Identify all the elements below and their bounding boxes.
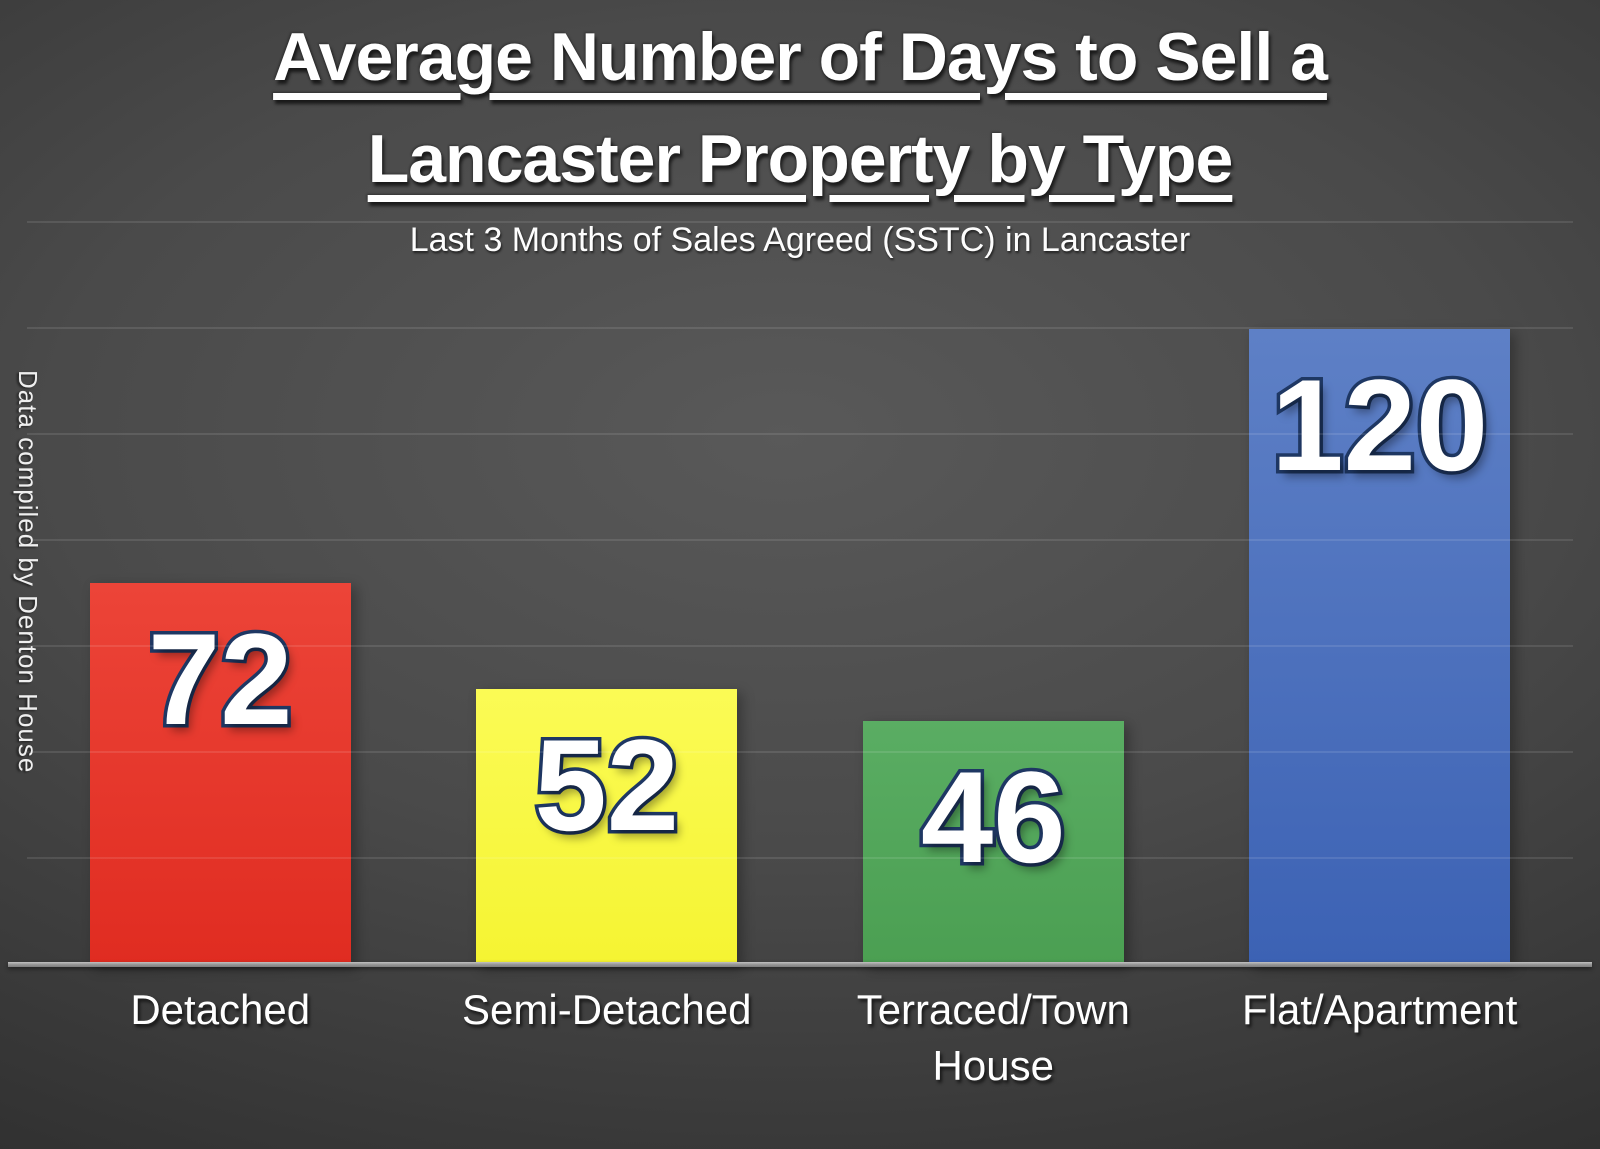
gridline-60	[27, 645, 1573, 647]
gridline-140	[27, 221, 1573, 223]
category-column-detached: Detached	[27, 982, 414, 1094]
bar-column-terraced-town-house: 46	[800, 223, 1187, 965]
chart-title-line1: Average Number of Days to Sell a	[273, 19, 1328, 95]
plot-area: 72 52 46 120	[27, 221, 1573, 965]
gridline-80	[27, 539, 1573, 541]
bar-value-label-detached: 72	[144, 606, 296, 754]
bar-value-label-terraced-town-house: 46	[917, 743, 1069, 891]
bar-flat-apartment: 120	[1249, 329, 1511, 965]
bar-semi-detached: 52	[476, 689, 738, 965]
bar-column-semi-detached: 52	[414, 223, 801, 965]
bar-value-label-semi-detached: 52	[531, 712, 683, 860]
gridline-120	[27, 327, 1573, 329]
bars-row: 72 52 46 120	[27, 223, 1573, 965]
bar-value-label-flat-apartment: 120	[1268, 351, 1492, 499]
category-column-terraced-town-house: Terraced/Town House	[800, 982, 1187, 1094]
category-label-terraced-town-house: Terraced/Town House	[856, 986, 1130, 1089]
title-block: Average Number of Days to Sell a Lancast…	[0, 6, 1600, 210]
x-axis-line	[8, 962, 1592, 967]
chart-title-line2: Lancaster Property by Type	[367, 121, 1234, 197]
gridline-40	[27, 751, 1573, 753]
category-label-flat-apartment: Flat/Apartment	[1242, 986, 1518, 1033]
category-column-flat-apartment: Flat/Apartment	[1187, 982, 1574, 1094]
gridline-20	[27, 857, 1573, 859]
category-label-detached: Detached	[130, 986, 311, 1033]
bar-terraced-town-house: 46	[862, 721, 1124, 965]
bar-column-flat-apartment: 120	[1187, 223, 1574, 965]
data-credit-note: Data compiled by Denton House	[13, 370, 43, 774]
category-column-semi-detached: Semi-Detached	[414, 982, 801, 1094]
gridline-100	[27, 433, 1573, 435]
bar-detached: 72	[89, 583, 351, 965]
chart-subtitle: Last 3 Months of Sales Agreed (SSTC) in …	[409, 221, 1191, 259]
category-label-semi-detached: Semi-Detached	[462, 986, 752, 1033]
category-labels-row: Detached Semi-Detached Terraced/Town House…	[27, 982, 1573, 1094]
chart-title: Average Number of Days to Sell a Lancast…	[0, 6, 1600, 210]
bar-column-detached: 72	[27, 223, 414, 965]
